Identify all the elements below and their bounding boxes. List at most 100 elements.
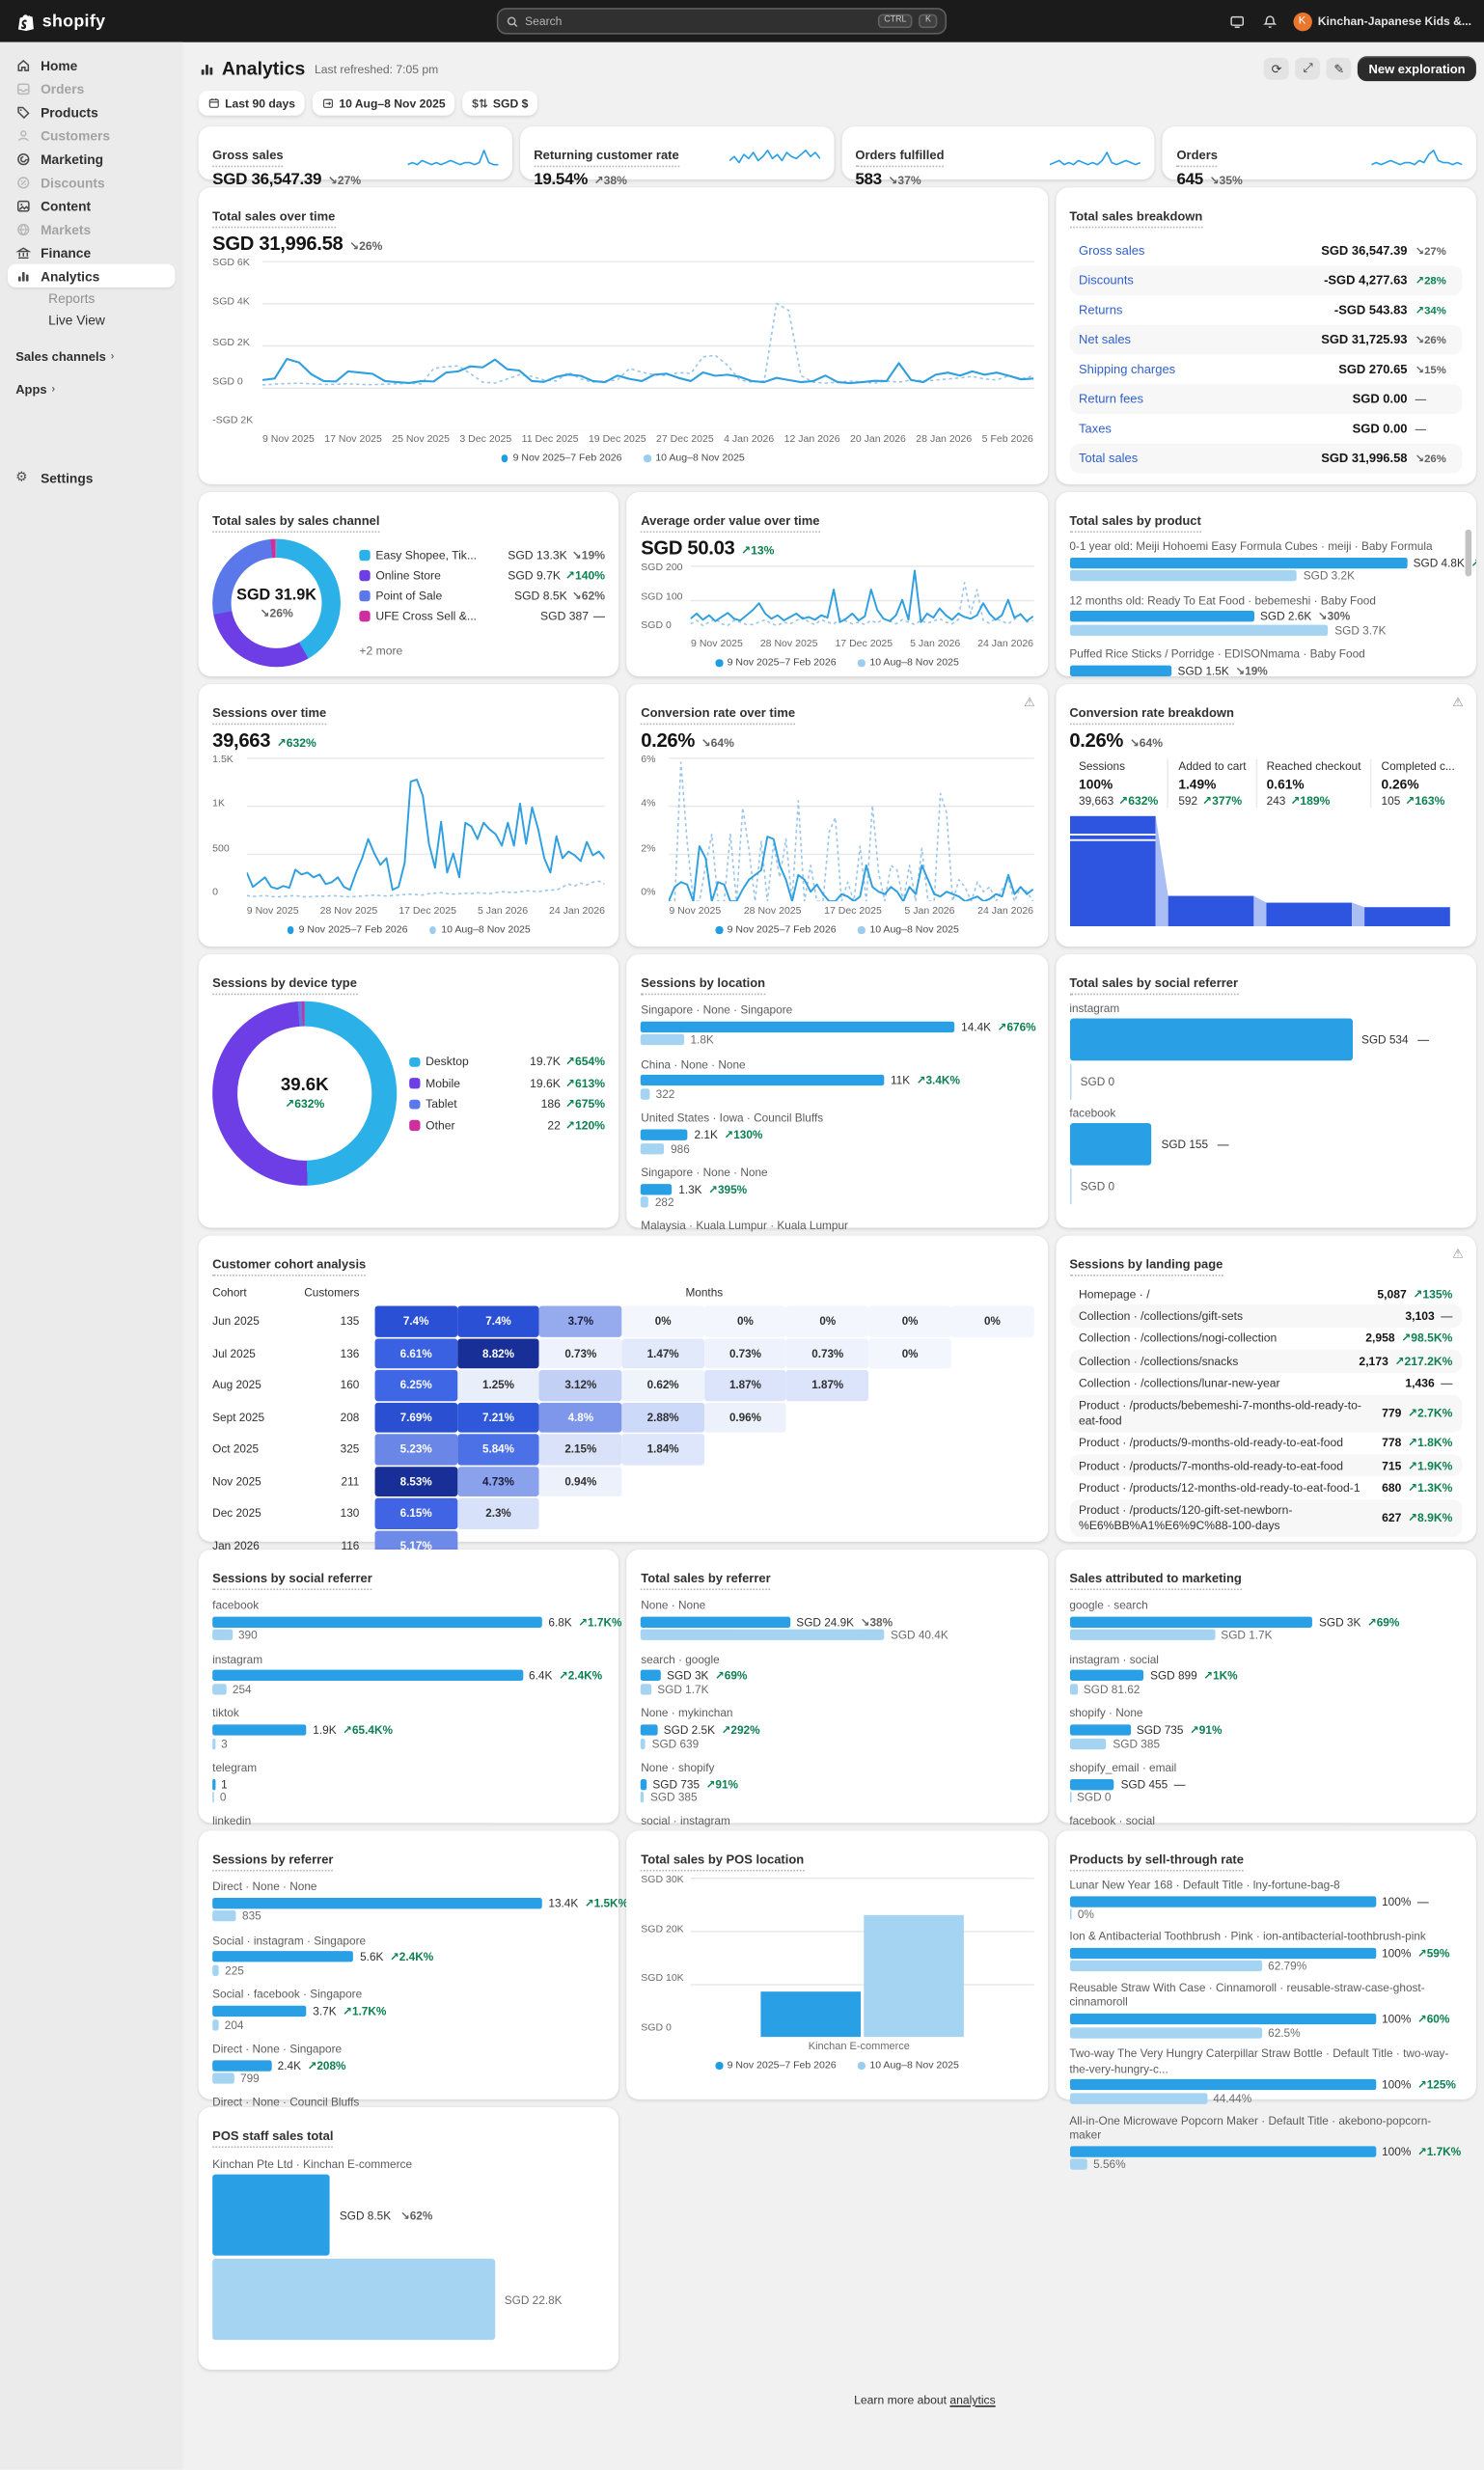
expand-button[interactable]: ⤢: [1295, 57, 1321, 80]
card-title[interactable]: Total sales by POS location: [641, 1852, 805, 1871]
x-tick: 28 Nov 2025: [759, 639, 818, 650]
sidebar-item-discounts[interactable]: Discounts: [8, 170, 175, 193]
card-delta: ↘64%: [1129, 735, 1164, 751]
bar-row: facebook 6.8K ↗1.7K% 390: [212, 1598, 622, 1643]
sidebar-item-settings[interactable]: ⚙ Settings: [8, 465, 175, 488]
sidebar-item-content[interactable]: Content: [8, 194, 175, 217]
compare-range-pill[interactable]: 10 Aug–8 Nov 2025: [312, 90, 455, 116]
channel-legend-row: UFE Cross Sell &... SGD 387—: [359, 609, 605, 623]
card-title[interactable]: POS staff sales total: [212, 2129, 334, 2148]
metric-value: SGD 31,725.93: [1321, 332, 1408, 347]
card-title[interactable]: Sessions by social referrer: [212, 1572, 372, 1590]
warning-icon[interactable]: ⚠: [1452, 1246, 1464, 1261]
x-tick: 19 Dec 2025: [588, 434, 646, 446]
currency-pill[interactable]: $⇅ SGD $: [462, 90, 538, 116]
card-title[interactable]: Sessions by location: [641, 976, 766, 995]
card-title[interactable]: Total sales over time: [212, 209, 336, 228]
card-title[interactable]: Total sales by product: [1069, 514, 1201, 533]
kpi-title[interactable]: Orders fulfilled: [855, 149, 945, 167]
kpi-card[interactable]: Gross sales SGD 36,547.39 ↘27%: [198, 126, 512, 189]
content-icon: [15, 198, 31, 213]
location-bar-row: United States · Iowa · Council Bluffs 2.…: [641, 1111, 824, 1156]
kpi-title[interactable]: Orders: [1176, 149, 1218, 167]
shopify-logo[interactable]: shopify: [0, 11, 182, 33]
sidebar-apps[interactable]: Apps ›: [15, 382, 56, 398]
edit-pencil-button[interactable]: ✎: [1326, 57, 1352, 80]
scrollbar[interactable]: [1465, 527, 1471, 664]
line-chart: [247, 757, 605, 901]
card-title[interactable]: Customer cohort analysis: [212, 1257, 367, 1276]
more-link[interactable]: +2 more: [359, 644, 403, 658]
sidebar-item-live-view[interactable]: Live View: [8, 310, 175, 332]
sidebar-label: Content: [41, 197, 92, 213]
cohort-label: Dec 2025: [212, 1506, 261, 1521]
card-title[interactable]: Total sales by sales channel: [212, 514, 380, 533]
funnel-step-label: Completed c...: [1381, 758, 1455, 774]
bar-row: instagram 6.4K ↗2.4K% 254: [212, 1652, 603, 1697]
sidebar-item-products[interactable]: Products: [8, 100, 175, 124]
card-title[interactable]: Total sales breakdown: [1069, 209, 1203, 228]
metric-link[interactable]: Discounts: [1079, 273, 1134, 288]
metric-link[interactable]: Returns: [1079, 303, 1123, 317]
notifications-bell-icon[interactable]: [1260, 11, 1280, 31]
date-range-pill[interactable]: Last 90 days: [198, 90, 305, 116]
metric-link[interactable]: Gross sales: [1079, 243, 1145, 259]
metric-link[interactable]: Taxes: [1079, 422, 1112, 436]
cohort-cell: 0%: [868, 1337, 951, 1369]
funnel-step: Reached checkout 0.61% 243 ↗189%: [1255, 758, 1370, 808]
card-title[interactable]: Total sales by referrer: [641, 1572, 771, 1590]
kpi-card[interactable]: Orders 645 ↘35%: [1162, 126, 1476, 189]
card-title[interactable]: Sales attributed to marketing: [1069, 1572, 1242, 1590]
kpi-title[interactable]: Returning customer rate: [534, 149, 679, 167]
card-title[interactable]: Conversion rate over time: [641, 706, 796, 725]
store-switcher[interactable]: K Kinchan-Japanese Kids &...: [1292, 12, 1471, 31]
card-title[interactable]: Average order value over time: [641, 514, 820, 533]
cohort-customers: 135: [340, 1313, 360, 1329]
legend-item: 10 Aug–8 Nov 2025: [858, 2060, 959, 2072]
sidebar-item-markets[interactable]: Markets: [8, 217, 175, 240]
card-title[interactable]: Sessions over time: [212, 706, 327, 725]
card-title[interactable]: Sessions by landing page: [1069, 1257, 1223, 1276]
metric-link[interactable]: Total sales: [1079, 451, 1139, 466]
new-exploration-button[interactable]: New exploration: [1358, 56, 1476, 82]
sidebar-item-marketing[interactable]: Marketing: [8, 147, 175, 170]
cohort-row: Oct 2025 325 5.23% 5.84% 2.15% 1.84%: [212, 1434, 1033, 1465]
x-tick: 24 Jan 2026: [549, 905, 605, 918]
metric-link[interactable]: Return fees: [1079, 392, 1143, 406]
cohort-customers: 160: [340, 1378, 360, 1392]
sidebar-item-finance[interactable]: Finance: [8, 240, 175, 263]
sidebar-item-customers[interactable]: Customers: [8, 124, 175, 147]
cohort-label: Jan 2026: [212, 1538, 260, 1552]
bar-row: search · google SGD 3K ↗69% SGD 1.7K: [641, 1652, 748, 1697]
warning-icon[interactable]: ⚠: [1024, 695, 1035, 710]
card-title[interactable]: Sessions by device type: [212, 976, 357, 995]
devices-icon[interactable]: [1227, 11, 1248, 31]
y-tick: 1K: [212, 798, 226, 810]
kpi-title[interactable]: Gross sales: [212, 149, 284, 167]
metric-value: SGD 31,996.58: [1321, 451, 1408, 466]
sidebar-item-analytics[interactable]: Analytics: [8, 263, 176, 288]
metric-link[interactable]: Net sales: [1079, 332, 1132, 347]
analytics-help-link[interactable]: analytics: [949, 2393, 996, 2407]
card-title[interactable]: Total sales by social referrer: [1069, 976, 1239, 995]
sidebar-item-home[interactable]: Home: [8, 53, 175, 76]
sidebar-sales-channels[interactable]: Sales channels ›: [15, 349, 115, 365]
search-input[interactable]: Search CTRL K: [496, 8, 948, 35]
sidebar-item-reports[interactable]: Reports: [8, 288, 175, 310]
warning-icon[interactable]: ⚠: [1452, 695, 1464, 710]
y-tick: SGD 20K: [641, 1923, 684, 1935]
metric-link[interactable]: Shipping charges: [1079, 362, 1176, 377]
refresh-cycle-button[interactable]: ⟳: [1264, 57, 1289, 80]
cohort-cell: 7.4%: [456, 1305, 540, 1337]
card-title[interactable]: Sessions by referrer: [212, 1852, 334, 1871]
sidebar-item-orders[interactable]: Orders: [8, 76, 175, 99]
social-sales-row: facebook SGD 155— SGD 0: [1069, 1106, 1462, 1205]
x-tick: 27 Dec 2025: [656, 434, 714, 446]
card-title[interactable]: Conversion rate breakdown: [1069, 706, 1234, 725]
legend-label: Easy Shopee, Tik...: [375, 547, 477, 563]
discounts-icon: [15, 175, 31, 190]
landing-page-row: Collection · /collections/snacks 2,173 ↗2…: [1069, 1349, 1463, 1373]
kpi-card[interactable]: Returning customer rate 19.54% ↗38%: [519, 126, 834, 189]
card-title[interactable]: Products by sell-through rate: [1069, 1852, 1244, 1871]
kpi-card[interactable]: Orders fulfilled 583 ↘37%: [840, 126, 1155, 189]
